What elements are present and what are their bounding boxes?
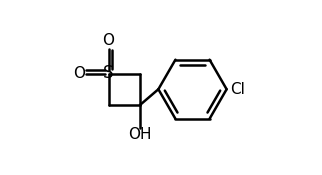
Text: O: O — [74, 66, 86, 81]
Text: OH: OH — [128, 127, 152, 142]
Text: Cl: Cl — [230, 82, 245, 97]
Text: O: O — [102, 33, 115, 48]
Text: S: S — [102, 64, 113, 82]
